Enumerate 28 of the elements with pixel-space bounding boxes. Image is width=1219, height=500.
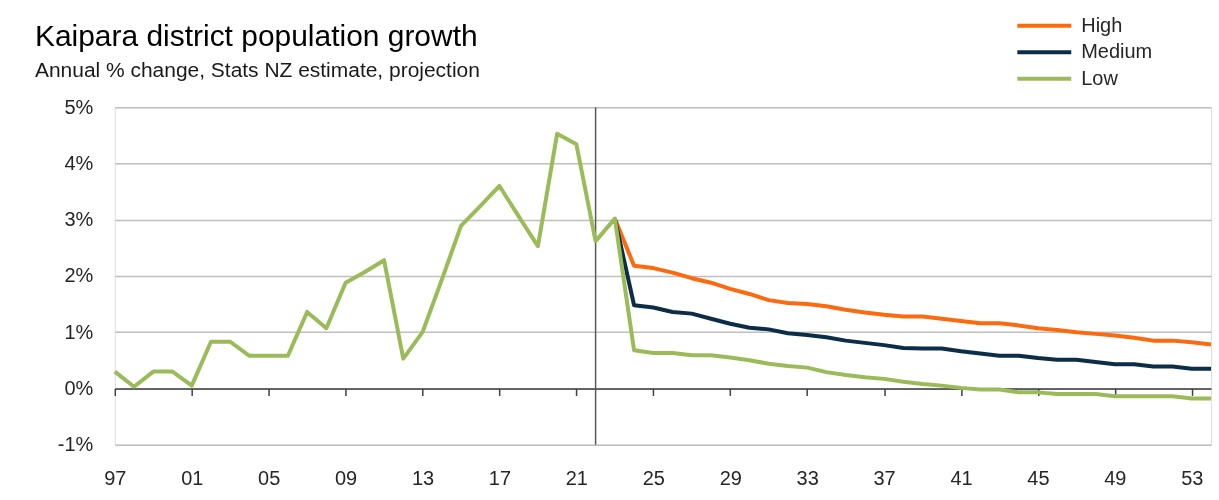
y-tick-label: 0% <box>64 376 94 399</box>
x-tick-label: 33 <box>796 467 819 490</box>
legend-label: Medium <box>1081 40 1153 63</box>
y-tick-label: 5% <box>64 95 94 118</box>
x-tick-label: 17 <box>488 467 512 490</box>
x-tick-label: 53 <box>1181 467 1204 490</box>
x-tick-label: 41 <box>950 467 973 490</box>
y-tick-label: 2% <box>64 264 94 287</box>
chart-subtitle: Annual % change, Stats NZ estimate, projection <box>34 58 480 82</box>
x-tick-label: 29 <box>719 467 742 490</box>
x-tick-label: 05 <box>258 467 281 490</box>
y-tick-label: 1% <box>64 320 94 343</box>
y-tick-label: 3% <box>64 208 94 231</box>
y-tick-label: 4% <box>64 151 94 174</box>
x-tick-label: 21 <box>565 467 588 490</box>
legend-label: High <box>1081 13 1123 36</box>
y-tick-label: -1% <box>57 433 94 456</box>
x-tick-label: 97 <box>104 467 127 490</box>
x-tick-label: 37 <box>873 467 896 490</box>
line-series <box>112 131 1214 401</box>
chart-title: Kaipara district population growth <box>34 19 478 53</box>
legend-label: Low <box>1081 66 1119 89</box>
x-tick-label: 13 <box>411 467 435 490</box>
x-tick-label: 01 <box>181 467 204 490</box>
x-tick-label: 25 <box>642 467 665 490</box>
x-tick-label: 45 <box>1027 467 1050 490</box>
x-tick-label: 49 <box>1104 467 1127 490</box>
x-tick-label: 09 <box>334 467 358 490</box>
